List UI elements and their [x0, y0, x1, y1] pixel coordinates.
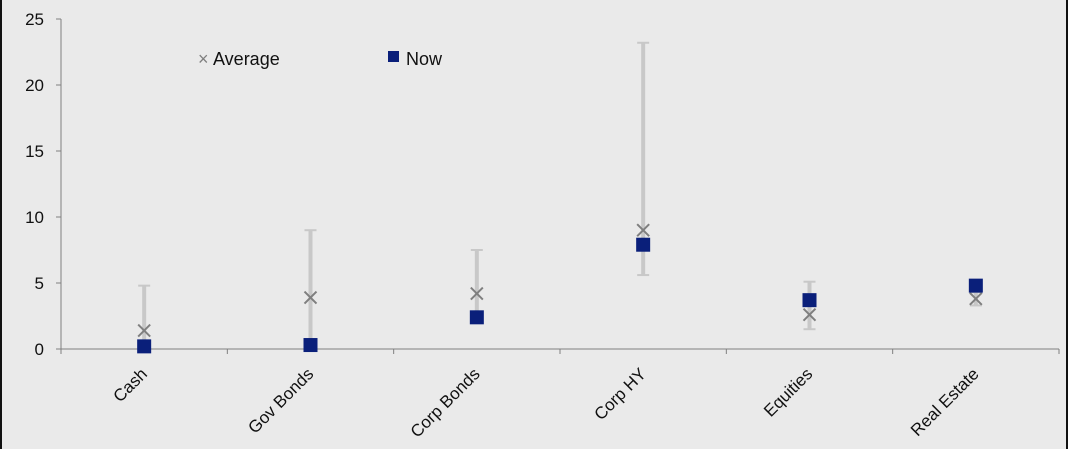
x-tick-label-corp-hy: Corp HY [590, 364, 650, 424]
now-point-gov-bonds [303, 338, 318, 353]
now-point-cash [137, 339, 152, 354]
average-x-stroke-b [636, 223, 650, 237]
legend: × Average Now [198, 49, 443, 69]
average-x-stroke-b [802, 307, 817, 322]
legend-average-label: Average [213, 49, 280, 69]
y-tick-label-20: 20 [25, 76, 44, 95]
now-point-real-estate [968, 278, 983, 293]
legend-now-marker [388, 51, 399, 62]
average-point-gov-bonds [303, 290, 318, 305]
x-tick-label-corp-bonds: Corp Bonds [407, 364, 484, 441]
range-bars [138, 41, 982, 350]
average-x-stroke-b [969, 292, 983, 306]
average-point-cash [137, 323, 151, 338]
x-tick-label-real-estate: Real Estate [907, 364, 983, 440]
average-x-stroke-b [303, 290, 318, 305]
now-point-corp-bonds [469, 310, 484, 325]
x-tick-label-gov-bonds: Gov Bonds [244, 364, 317, 437]
y-tick-label-0: 0 [35, 340, 44, 359]
average-point-equities [802, 307, 817, 322]
now-point-corp-hy [636, 237, 651, 252]
average-point-real-estate [969, 292, 983, 306]
legend-now-label: Now [406, 49, 443, 69]
average-x-stroke-b [470, 286, 484, 301]
y-tick-label-15: 15 [25, 142, 44, 161]
average-point-corp-bonds [470, 286, 484, 301]
legend-average-marker: × [198, 49, 209, 69]
x-tick-label-cash: Cash [109, 364, 150, 405]
x-tick-label-equities: Equities [760, 364, 816, 420]
average-point-corp-hy [636, 223, 650, 237]
legend-item-now: Now [388, 49, 443, 69]
y-tick-label-25: 25 [25, 10, 44, 29]
axes: 0 5 10 15 20 25 Cash Gov Bonds Corp Bonds Corp HY… [25, 10, 1060, 441]
legend-item-average: × Average [198, 49, 280, 69]
data-marks [137, 223, 983, 354]
now-point-equities [802, 293, 817, 308]
y-tick-label-5: 5 [35, 274, 44, 293]
y-tick-label-10: 10 [25, 208, 44, 227]
average-x-stroke-b [137, 323, 151, 338]
